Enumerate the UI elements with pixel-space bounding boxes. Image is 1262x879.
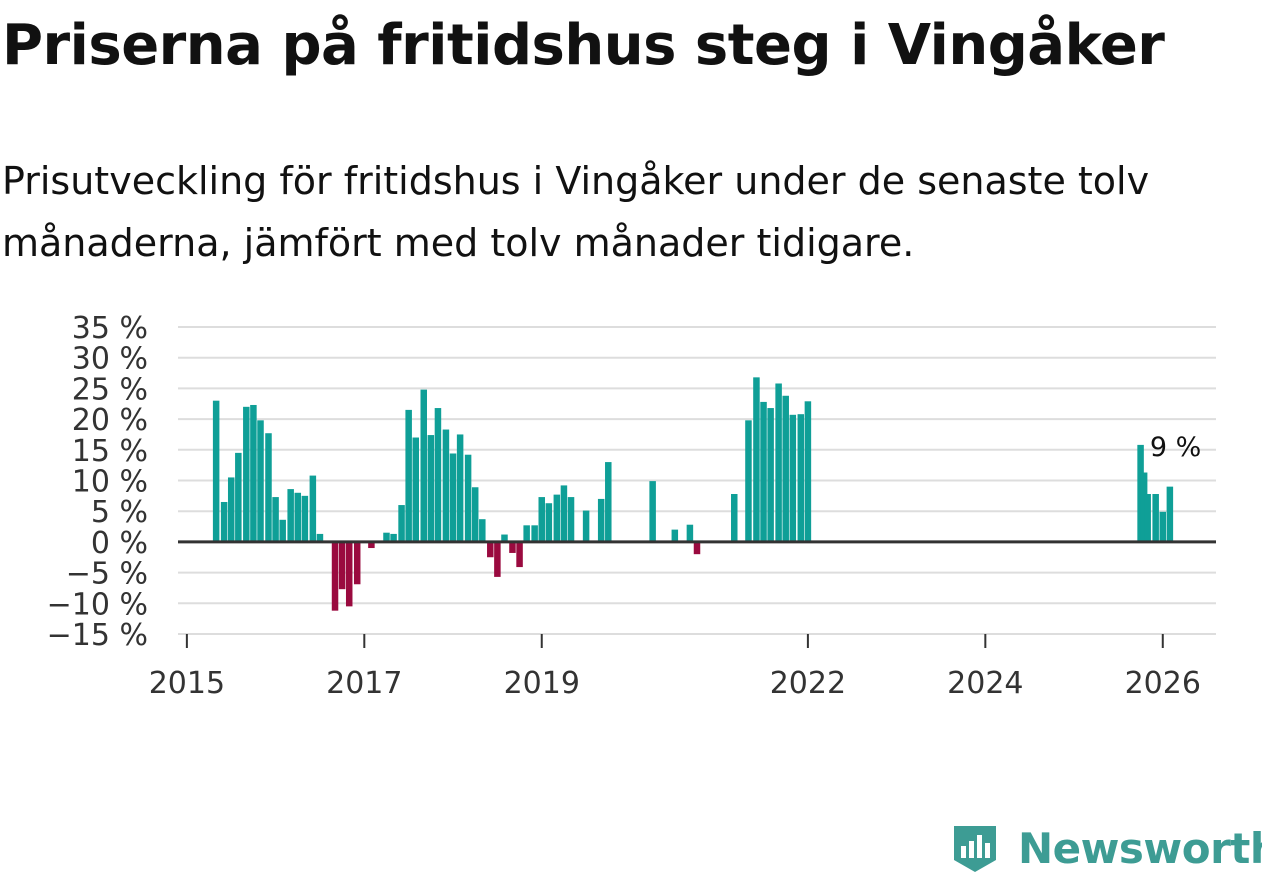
bar xyxy=(456,434,464,542)
bar xyxy=(294,492,302,542)
bar-chart: −15 %−10 %−5 %0 %5 %10 %15 %20 %25 %30 %… xyxy=(47,311,1216,701)
x-tick-label: 2026 xyxy=(1125,666,1201,701)
bar xyxy=(789,414,797,542)
bar xyxy=(804,401,812,542)
bar xyxy=(301,495,309,542)
bar xyxy=(523,525,530,542)
bar xyxy=(434,408,442,542)
bar xyxy=(250,404,257,542)
bar xyxy=(353,541,361,585)
bar xyxy=(686,524,694,542)
bar xyxy=(745,420,752,542)
axes xyxy=(178,540,1216,648)
bar xyxy=(775,383,782,542)
y-tick-label: 0 % xyxy=(91,526,148,561)
x-tick-label: 2017 xyxy=(326,666,402,701)
bar xyxy=(760,401,767,542)
y-tick-label: 15 % xyxy=(72,434,148,469)
bar xyxy=(331,541,339,611)
bar xyxy=(693,541,701,555)
newsworthy-logo-icon xyxy=(954,826,996,872)
bar xyxy=(368,541,375,549)
bar xyxy=(494,541,501,577)
bar xyxy=(427,435,435,542)
bar xyxy=(243,406,250,542)
bar xyxy=(545,503,553,542)
bar xyxy=(309,475,317,542)
bar xyxy=(398,505,405,542)
bar xyxy=(516,541,523,568)
x-tick-label: 2015 xyxy=(149,666,225,701)
bar xyxy=(553,494,561,542)
y-tick-label: 30 % xyxy=(72,342,148,377)
bar xyxy=(1152,494,1159,542)
bar xyxy=(449,453,457,542)
bar xyxy=(265,433,272,542)
y-tick-label: 35 % xyxy=(72,311,148,346)
bar xyxy=(487,541,494,558)
bar xyxy=(464,454,472,542)
bar xyxy=(412,437,420,542)
bar xyxy=(1144,494,1151,542)
bar xyxy=(257,420,264,542)
bar xyxy=(797,414,805,542)
bar xyxy=(212,400,220,542)
bar xyxy=(479,519,486,542)
labels: −15 %−10 %−5 %0 %5 %10 %15 %20 %25 %30 %… xyxy=(47,311,1202,701)
bar xyxy=(235,452,242,542)
bar xyxy=(782,395,789,542)
bar xyxy=(605,462,612,542)
chart-title: Priserna på fritidshus steg i Vingåker xyxy=(2,13,1165,78)
bar xyxy=(316,533,324,542)
bar xyxy=(1159,511,1167,542)
bar xyxy=(390,533,397,542)
bar xyxy=(345,541,353,607)
bar xyxy=(509,541,516,553)
bar xyxy=(272,497,279,542)
bar xyxy=(582,510,590,542)
bar xyxy=(471,487,479,542)
annotation-label: 9 % xyxy=(1150,432,1201,463)
newsworthy-brand: Newsworthy xyxy=(950,818,1262,878)
x-tick-label: 2019 xyxy=(504,666,580,701)
bar xyxy=(538,497,545,542)
bar xyxy=(279,519,286,542)
bar xyxy=(383,532,390,542)
brand-name: Newsworthy xyxy=(1018,823,1262,873)
y-tick-label: −15 % xyxy=(47,618,148,653)
bar xyxy=(420,389,427,542)
bar xyxy=(405,409,412,542)
bar xyxy=(731,494,738,542)
chart-subtitle: Prisutveckling för fritidshus i Vingåker… xyxy=(2,159,1150,265)
bar xyxy=(531,525,538,542)
bar xyxy=(753,377,760,542)
bar xyxy=(1140,472,1148,542)
y-tick-label: −5 % xyxy=(66,557,148,592)
y-tick-label: 10 % xyxy=(72,465,148,500)
y-tick-label: −10 % xyxy=(47,587,148,622)
bar xyxy=(1137,444,1144,542)
bar xyxy=(597,498,605,542)
bars xyxy=(212,377,1174,611)
bar xyxy=(649,481,656,542)
bar xyxy=(560,485,568,542)
y-tick-label: 25 % xyxy=(72,372,148,407)
bar xyxy=(287,489,294,542)
bar xyxy=(671,529,679,542)
bar xyxy=(767,408,774,542)
bar xyxy=(338,541,346,590)
bar xyxy=(220,501,228,542)
bar xyxy=(567,497,575,542)
y-tick-label: 5 % xyxy=(91,495,148,530)
x-tick-label: 2024 xyxy=(947,666,1023,701)
bar xyxy=(1166,486,1174,542)
y-tick-label: 20 % xyxy=(72,403,148,438)
x-tick-label: 2022 xyxy=(770,666,846,701)
bar xyxy=(501,534,508,542)
bar xyxy=(442,429,450,542)
bar xyxy=(227,477,235,542)
